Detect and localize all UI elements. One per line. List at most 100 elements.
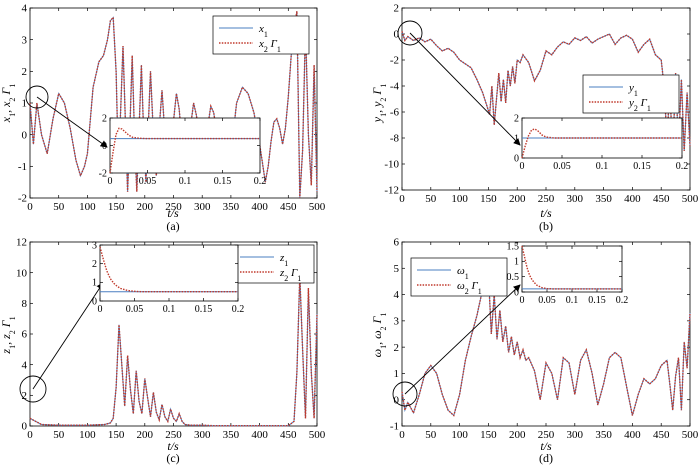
inset-ytick-label: 1.5 — [507, 241, 520, 252]
inset-xtick-label: 0 — [520, 161, 525, 172]
zoom-inset: 0 0.05 0.1 0.15 0.2 0 1 2 — [514, 113, 688, 172]
series-2-line — [401, 31, 691, 158]
main-xtick-label: 500 — [682, 193, 699, 205]
main-xtick-label: 100 — [79, 429, 96, 441]
legend-entry: z2 Γ1 — [279, 267, 301, 283]
main-xtick-label: 450 — [280, 429, 297, 441]
y-axis-label: z1, z2 Γ1 — [0, 316, 17, 354]
main-ytick-label: -1 — [18, 161, 27, 173]
main-ytick-label: 4 — [22, 3, 28, 15]
main-xtick-label: 450 — [280, 201, 297, 213]
main-xtick-label: 0 — [399, 429, 405, 441]
inset-frame — [521, 245, 623, 293]
zoom-inset: 0 0.05 0.1 0.15 0.2 0 1 2 3 — [92, 240, 244, 315]
legend-entry: x2 Γ1 — [258, 38, 281, 54]
inset-xtick-label: 0.2 — [676, 161, 689, 172]
main-xtick-label: 450 — [653, 429, 670, 441]
inset-ytick-label: 0 — [102, 141, 107, 152]
inset-xtick-label: 0.15 — [195, 304, 213, 315]
series-2-line — [29, 11, 318, 199]
inset-ytick-label: 0 — [92, 296, 97, 307]
main-ytick-label: -12 — [384, 185, 399, 197]
inset-xtick-label: 0.15 — [588, 295, 606, 306]
zoom-highlight-circle — [392, 381, 418, 407]
panel-caption: (d) — [539, 451, 553, 465]
legend-entry: ω2 Γ1 — [457, 280, 482, 296]
legend-box — [410, 257, 508, 297]
inset-xtick-label: 0.15 — [633, 161, 651, 172]
main-xtick-label: 50 — [53, 201, 65, 213]
main-xtick-label: 150 — [480, 429, 497, 441]
main-ytick-label: 4 — [394, 289, 400, 301]
main-xtick-label: 250 — [165, 429, 182, 441]
main-xtick-label: 50 — [425, 429, 437, 441]
main-ytick-label: 0 — [394, 394, 400, 406]
zoom-arrow — [36, 96, 108, 148]
main-xtick-label: 250 — [538, 193, 555, 205]
main-xtick-label: 300 — [567, 429, 584, 441]
main-xtick-label: 0 — [399, 193, 405, 205]
legend-entry: ω1 — [457, 265, 469, 281]
inset-xtick-label: 0.2 — [232, 304, 245, 315]
main-ytick-label: 4 — [22, 359, 28, 371]
chart-panel-c: 0 50 100 150 200 250 300 350 400 450 500024681012t… — [0, 237, 326, 465]
main-xtick-label: 300 — [194, 429, 211, 441]
main-xtick-label: 100 — [451, 429, 468, 441]
chart-panel-d: 0 50 100 150 200 250 300 350 400 450 500-10123456t… — [370, 237, 699, 465]
main-ytick-label: -2 — [18, 193, 27, 205]
main-xtick-label: 150 — [108, 201, 125, 213]
zoom-arrow — [32, 282, 104, 390]
inset-frame — [109, 117, 261, 174]
main-xtick-label: 400 — [251, 201, 268, 213]
zoom-arrow — [409, 32, 521, 146]
legend-entry: y1 — [628, 82, 638, 98]
main-xtick-label: 300 — [194, 201, 211, 213]
main-xtick-label: 300 — [567, 193, 584, 205]
main-ytick-label: -2 — [390, 55, 399, 67]
inset-xtick-label: 0 — [108, 176, 113, 187]
main-ytick-label: -10 — [384, 159, 399, 171]
panel-caption: (a) — [166, 219, 179, 233]
main-ytick-label: 12 — [16, 237, 27, 249]
legend-entry: y2 Γ1 — [628, 97, 651, 113]
inset-series-2-line — [521, 128, 682, 159]
zoom-arrow — [404, 284, 521, 395]
inset-ytick-label: 1 — [514, 257, 519, 268]
main-xtick-label: 350 — [595, 193, 612, 205]
series-2-line — [29, 275, 318, 427]
main-ytick-label: 3 — [394, 316, 400, 328]
main-ytick-label: -4 — [390, 81, 400, 93]
zoom-highlight-circle — [397, 20, 423, 46]
chart-panel-b: 0 50 100 150 200 250 300 350 400 450 500-12-10-8-6… — [370, 3, 699, 233]
series-2-line — [401, 270, 691, 417]
inset-xtick-label: 0.1 — [566, 295, 579, 306]
main-xtick-label: 200 — [509, 429, 526, 441]
main-ytick-label: 6 — [22, 329, 28, 341]
main-xtick-label: 150 — [480, 193, 497, 205]
main-xtick-label: 200 — [509, 193, 526, 205]
main-xtick-label: 200 — [137, 429, 154, 441]
main-ytick-label: 1 — [394, 368, 400, 380]
inset-ytick-label: 0 — [514, 153, 519, 164]
main-xtick-label: 150 — [108, 429, 125, 441]
inset-ytick-label: 1 — [92, 278, 97, 289]
inset-ytick-label: 0.5 — [507, 272, 520, 283]
zoom-inset: 0 0.05 0.1 0.15 0.2 0 0.5 1 1.5 — [507, 241, 629, 306]
main-xtick-label: 350 — [223, 429, 240, 441]
y-axis-label: ω1, ω2 Γ1 — [370, 313, 388, 358]
x-axis-label: t/s — [167, 439, 179, 453]
main-ytick-label: -6 — [390, 107, 400, 119]
inset-ytick-label: 3 — [92, 240, 97, 251]
main-xtick-label: 50 — [425, 193, 437, 205]
chart-panel-a: 0 50 100 150 200 250 300 350 400 450 500-2-101234t… — [0, 3, 326, 233]
inset-xtick-label: 0.05 — [126, 304, 144, 315]
y-axis-label: x1, x2 Γ1 — [0, 84, 17, 123]
inset-xtick-label: 0.05 — [553, 161, 571, 172]
inset-xtick-label: 0.05 — [139, 176, 157, 187]
inset-ytick-label: 1 — [514, 133, 519, 144]
inset-xtick-label: 0.2 — [254, 176, 267, 187]
